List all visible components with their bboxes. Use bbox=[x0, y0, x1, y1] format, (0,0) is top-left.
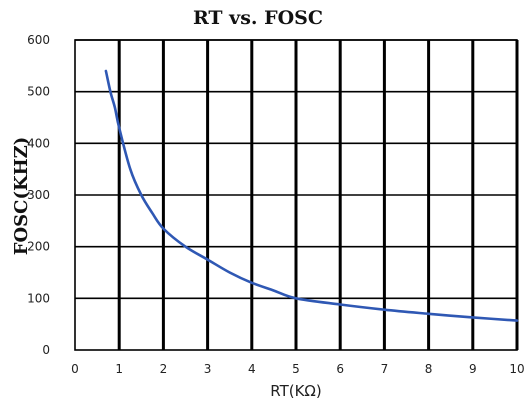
y-tick-label: 400 bbox=[27, 136, 50, 150]
plot-frame bbox=[74, 39, 518, 351]
tick-labels: 0 100 200 300 400 500 600 0 1 2 3 4 5 6 7 8 9 10 bbox=[27, 33, 525, 376]
y-tick-label: 600 bbox=[27, 33, 50, 47]
y-axis-label: FOSC(KHZ) bbox=[11, 137, 32, 256]
x-tick-label: 4 bbox=[248, 362, 256, 376]
y-tick-label: 200 bbox=[27, 240, 50, 254]
x-tick-label: 2 bbox=[160, 362, 168, 376]
y-tick-label: 100 bbox=[27, 291, 50, 305]
x-tick-label: 8 bbox=[425, 362, 433, 376]
x-tick-label: 0 bbox=[71, 362, 79, 376]
x-axis-label: RT(KΩ) bbox=[270, 382, 322, 400]
y-tick-label: 500 bbox=[27, 85, 50, 99]
x-tick-label: 3 bbox=[204, 362, 212, 376]
x-tick-label: 10 bbox=[509, 362, 524, 376]
y-tick-label: 300 bbox=[27, 188, 50, 202]
y-tick-label: 0 bbox=[42, 343, 50, 357]
chart-title: RT vs. FOSC bbox=[193, 7, 323, 29]
series-line bbox=[104, 69, 519, 322]
x-tick-label: 5 bbox=[292, 362, 300, 376]
x-tick-label: 1 bbox=[115, 362, 123, 376]
x-tick-label: 6 bbox=[336, 362, 344, 376]
x-tick-label: 9 bbox=[469, 362, 477, 376]
series bbox=[104, 69, 519, 322]
x-tick-label: 7 bbox=[381, 362, 389, 376]
